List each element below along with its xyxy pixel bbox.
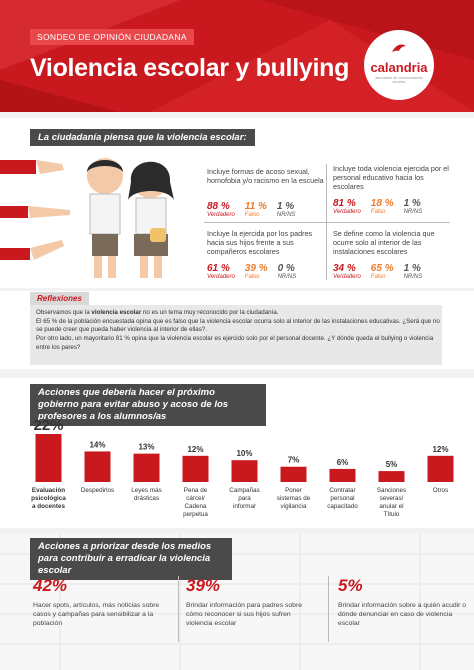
actions-bar-chart: 22% Evaluación psicológica a docentes 14% Des… (31, 417, 454, 518)
stat-nrns-pct: 0 % (277, 263, 295, 274)
logo-name: calandria (370, 60, 428, 75)
stat-nrns-label: NR/NS (276, 212, 296, 218)
priority-item-3: 5% Brindar información sobre a quién acu… (338, 576, 468, 628)
stat-true-pct: 88 % (207, 201, 230, 212)
bar-category-label: Poner sistemas de vigilancia (277, 487, 311, 510)
stat-false-pct: 39 % (244, 263, 268, 274)
bar-category-label: Sanciones severas/anular el Título (377, 487, 406, 518)
stat-true-pct: 61 % (207, 263, 230, 274)
bar-category-label: Pena de cárcel/Cadena perpetua (183, 487, 208, 518)
bar-category-label: Leyes más drásticas (131, 487, 161, 502)
stat-card-1: Incluye formas de acoso sexual, homofobi… (207, 167, 329, 218)
children-pointed-at-by-hands-icon (0, 158, 174, 278)
bar-value-label: 14% (89, 440, 105, 449)
bar-category-label: Campañas para informar (229, 487, 259, 510)
bar-value-label: 5% (386, 460, 398, 469)
reflexiones-label: Reflexiones (30, 292, 89, 305)
stat-false-pct: 11 % (244, 201, 267, 212)
bar-value-label: 7% (288, 456, 300, 465)
priority-pct: 5% (338, 576, 363, 595)
stat-false-label: Falso (370, 209, 386, 215)
bar-value-label: 10% (236, 449, 252, 458)
page-title: Violencia escolar y bullying (30, 54, 350, 82)
divider-vertical (178, 576, 179, 642)
stat-false-pct: 65 % (370, 263, 394, 274)
stat-nrns-label: NR/NS (403, 209, 423, 215)
bar-category-label: Otros (433, 487, 448, 494)
bar-value-label: 12% (432, 445, 448, 454)
section3-label: Acciones a priorizar desde los medios pa… (30, 538, 232, 580)
bar (231, 460, 258, 482)
section2-label: Acciones que debería hacer el próximo go… (30, 384, 266, 426)
stat-true-label: Verdadero (333, 209, 361, 215)
reflexiones-text: Observamos que la violencia escolar no e… (36, 309, 440, 352)
stat-nrns-pct: 1 % (403, 263, 421, 274)
priority-text: Hacer spots, artículos, más noticias sob… (33, 602, 160, 627)
bar (182, 455, 209, 482)
divider-horizontal (204, 222, 450, 223)
priority-item-1: 42% Hacer spots, artículos, más noticias… (33, 576, 163, 628)
stat-false-pct: 18 % (370, 198, 394, 209)
priority-text: Brindar información sobre a quién acudir… (338, 602, 467, 627)
bar-value-label: 12% (187, 445, 203, 454)
bar (84, 451, 111, 482)
bar-category-label: Despedirlos (81, 487, 114, 494)
bar (280, 466, 307, 482)
bar-category-label: Contratar personal capacitado (327, 487, 358, 510)
survey-tag: SONDEO DE OPINIÓN CIUDADANA (30, 29, 194, 45)
bar-value-label: 22% (33, 417, 63, 434)
bar-value-label: 13% (138, 443, 154, 452)
priority-item-2: 39% Brindar información para padres sobr… (186, 576, 316, 628)
stat-true-pct: 81 % (333, 198, 356, 209)
section-citizen-perception (0, 118, 474, 288)
reflexiones-p1-end: no es un tema muy reconocido por la ciud… (141, 309, 279, 316)
priority-pct: 39% (186, 576, 221, 595)
stat-nrns-pct: 1 % (403, 198, 421, 209)
header-banner: SONDEO DE OPINIÓN CIUDADANA Violencia es… (0, 0, 474, 112)
stat-false-label: Falso (370, 274, 386, 280)
stat-question: Incluye la ejercida por los padres hacia… (207, 229, 313, 256)
stat-nrns-label: NR/NS (403, 274, 423, 280)
bar (133, 453, 160, 482)
divider-vertical (328, 576, 329, 642)
stat-card-4: Se define como la violencia que ocurre s… (333, 229, 455, 280)
section1-label: La ciudadanía piensa que la violencia es… (30, 129, 255, 146)
bird-icon (392, 44, 406, 52)
stat-true-pct: 34 % (333, 263, 356, 274)
bar-category-label: Evaluación psicológica a docentes (31, 487, 66, 510)
bar (427, 455, 454, 482)
stat-true-label: Verdadero (207, 212, 235, 218)
reflexiones-paragraph-1: Observamos que la violencia escolar no e… (36, 309, 440, 318)
bar (35, 434, 62, 482)
priority-text: Brindar información para padres sobre có… (186, 602, 302, 627)
stat-card-3: Incluye la ejercida por los padres hacia… (207, 229, 329, 280)
stat-question: Incluye formas de acoso sexual, homofobi… (207, 167, 324, 185)
reflexiones-paragraph-3: Por otro lado, un mayoritario 81 % opina… (36, 335, 434, 351)
reflexiones-p1-bold: violencia escolar (91, 309, 142, 316)
bar (329, 468, 356, 482)
stat-nrns-label: NR/NS (277, 274, 297, 280)
logo-subtitle: asociación de comunicadores sociales (375, 76, 423, 84)
stat-true-label: Verdadero (207, 274, 235, 280)
stat-true-label: Verdadero (333, 274, 361, 280)
calandria-logo: calandria asociación de comunicadores so… (364, 30, 434, 100)
stat-question: Se define como la violencia que ocurre s… (333, 229, 435, 256)
stat-false-label: Falso (244, 274, 260, 280)
reflexiones-paragraph-2: El 65 % de la población encuestada opina… (36, 317, 440, 334)
bar (378, 471, 405, 482)
stat-question: Incluye toda violencia ejercida por el p… (333, 164, 449, 191)
bar-value-label: 6% (337, 458, 349, 467)
reflexiones-p1-start: Observamos que la (36, 309, 92, 316)
stat-false-label: Falso (244, 212, 260, 218)
stat-nrns-pct: 1 % (276, 201, 295, 212)
reflexiones-box (30, 305, 442, 365)
priority-pct: 42% (33, 576, 68, 595)
stat-card-2: Incluye toda violencia ejercida por el p… (333, 164, 455, 215)
